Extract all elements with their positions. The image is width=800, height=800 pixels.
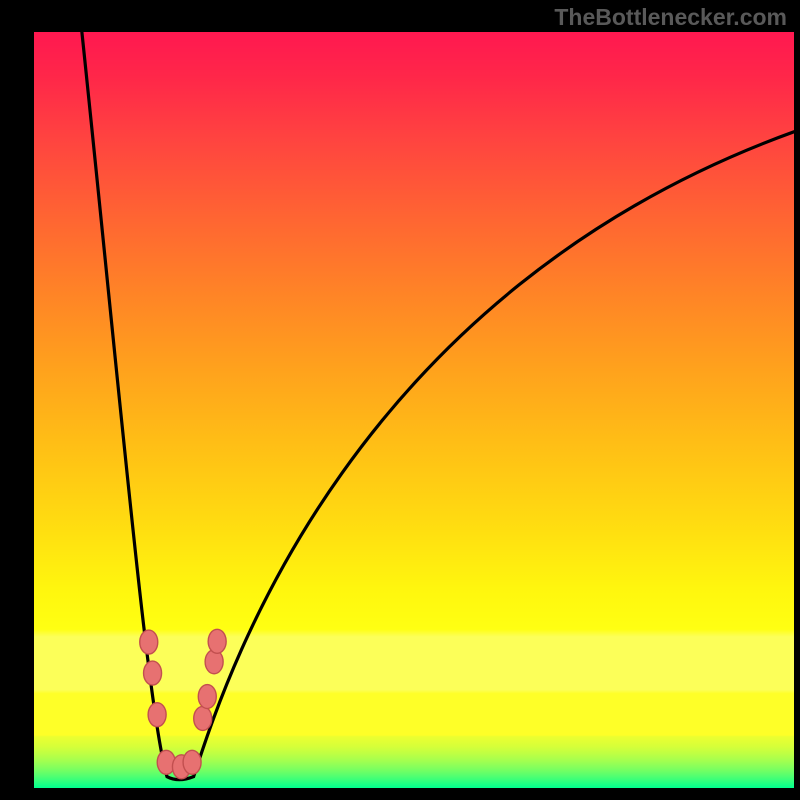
- data-marker: [194, 706, 212, 730]
- attribution-watermark: TheBottlenecker.com: [554, 4, 787, 31]
- plot-area: [34, 32, 794, 788]
- marker-group: [140, 629, 226, 778]
- border-bottom: [0, 788, 800, 800]
- bottleneck-curve: [82, 32, 794, 780]
- data-marker: [183, 750, 201, 774]
- border-right: [794, 0, 800, 800]
- chart-frame: TheBottlenecker.com: [0, 0, 800, 800]
- chart-overlay: [34, 32, 794, 788]
- data-marker: [140, 630, 158, 654]
- data-marker: [148, 703, 166, 727]
- data-marker: [208, 629, 226, 653]
- data-marker: [198, 685, 216, 709]
- border-left: [0, 0, 34, 800]
- data-marker: [144, 661, 162, 685]
